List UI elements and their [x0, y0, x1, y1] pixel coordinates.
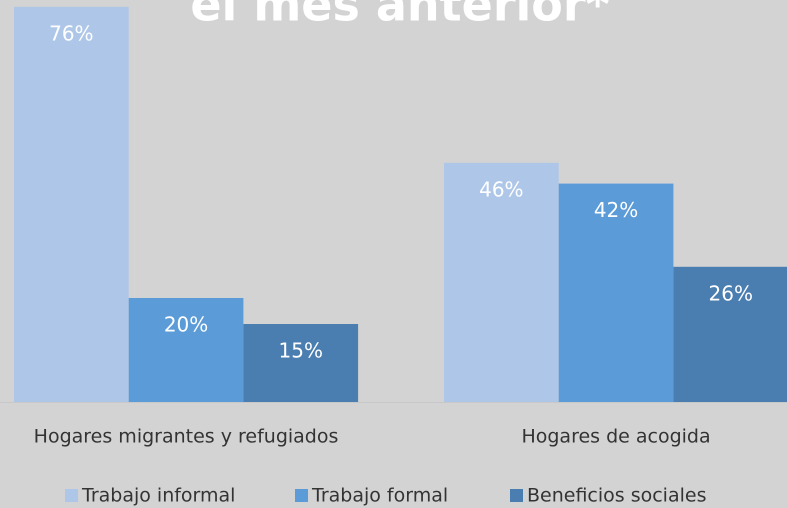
data-label: 15% — [279, 339, 323, 363]
legend-swatch — [295, 489, 308, 502]
legend-label: Beneficios sociales — [527, 485, 706, 507]
legend-swatch — [65, 489, 78, 502]
data-label: 46% — [479, 177, 523, 201]
data-label: 76% — [49, 21, 93, 45]
legend-label: Trabajo informal — [81, 485, 235, 507]
legend-swatch — [510, 489, 523, 502]
x-tick-label: Hogares de acogida — [521, 426, 710, 448]
bar — [128, 298, 244, 402]
bar — [673, 266, 787, 402]
bar — [558, 183, 674, 402]
bar — [444, 162, 559, 402]
data-label: 20% — [164, 313, 208, 337]
chart-title: el mes anterior* — [190, 0, 609, 32]
data-label: 26% — [709, 281, 753, 305]
bar — [243, 324, 359, 402]
data-label: 42% — [594, 198, 638, 222]
legend-label: Trabajo formal — [311, 485, 448, 507]
x-tick-label: Hogares migrantes y refugiados — [34, 426, 339, 448]
bar — [14, 6, 129, 403]
